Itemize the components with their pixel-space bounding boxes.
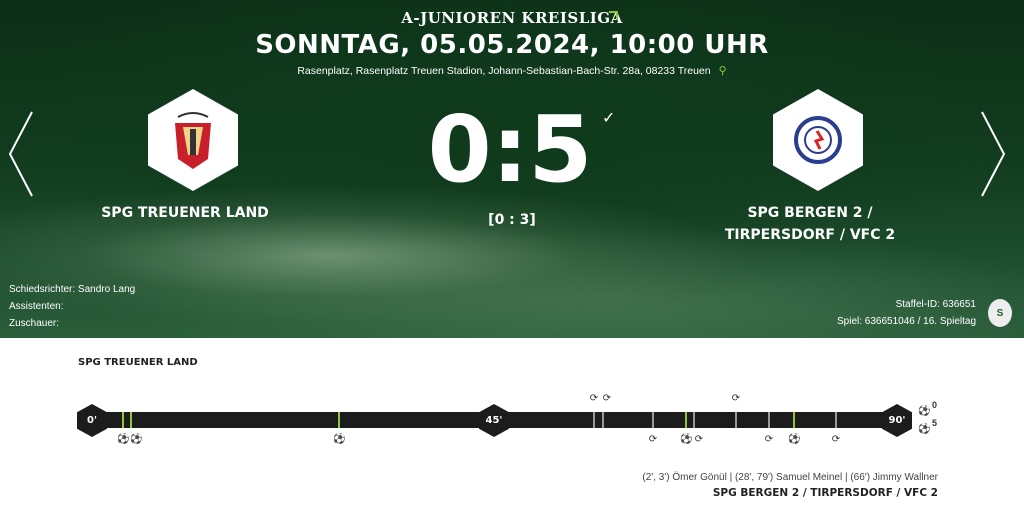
referee: Schiedsrichter: Sandro Lang [9, 284, 136, 295]
substitution-icon[interactable]: ⟳ [648, 434, 658, 445]
match-header: A-JUNIOREN KREISLIGA SONNTAG, 05.05.2024… [0, 0, 1024, 338]
away-team-logo[interactable] [773, 89, 863, 191]
substitution-icon[interactable]: ⟳ [589, 393, 599, 404]
timeline-home-team: SPG TREUENER LAND [78, 357, 198, 368]
goal-ball-icon[interactable]: ⚽ [788, 434, 801, 445]
goal-marker[interactable] [793, 412, 795, 428]
match-datetime: SONNTAG, 05.05.2024, 10:00 UHR [255, 30, 769, 60]
assistants: Assistenten: [9, 301, 64, 312]
corner-arrow-icon [609, 11, 618, 20]
marker-0: 0' [77, 404, 107, 437]
away-goals-count: 5 [932, 418, 938, 428]
substitution-icon[interactable]: ⟳ [764, 434, 774, 445]
substitution-marker[interactable] [835, 412, 837, 428]
goal-ball-icon[interactable]: ⚽ [333, 434, 346, 445]
home-team-logo[interactable] [148, 89, 238, 191]
halftime-score: [0 : 3] [488, 212, 536, 228]
goal-marker[interactable] [122, 412, 124, 428]
goal-ball-icon[interactable]: ⚽ [130, 434, 143, 445]
final-check-icon: ✓ [602, 110, 616, 127]
substitution-icon[interactable]: ⟳ [694, 434, 704, 445]
substitution-icon[interactable]: ⟳ [831, 434, 841, 445]
map-pin-icon[interactable]: ⚲ [718, 65, 727, 77]
substitution-marker[interactable] [693, 412, 695, 428]
home-team-name[interactable]: SPG TREUENER LAND [101, 205, 269, 221]
spiel-id: Spiel: 636651046 / 16. Spieltag [837, 316, 976, 327]
away-goals-ball-icon: ⚽ [918, 424, 931, 435]
substitution-marker[interactable] [735, 412, 737, 428]
goal-ball-icon[interactable]: ⚽ [117, 434, 130, 445]
venue[interactable]: Rasenplatz, Rasenplatz Treuen Stadion, J… [0, 64, 1024, 77]
timeline-away-team: SPG BERGEN 2 / TIRPERSDORF / VFC 2 [712, 487, 938, 499]
final-score: 0:5 [427, 96, 593, 203]
marker-45: 45' [479, 404, 509, 437]
substitution-icon[interactable]: ⟳ [602, 393, 612, 404]
away-team-name-line1: SPG BERGEN 2 / [747, 205, 873, 221]
previous-match-arrow-icon[interactable] [6, 110, 36, 198]
spectators: Zuschauer: [9, 318, 60, 329]
away-scorers: (2', 3') Ömer Gönül | (28', 79') Samuel … [642, 472, 938, 483]
officials: Schiedsrichter: Sandro Lang Assistenten:… [9, 281, 135, 332]
substitution-marker[interactable] [768, 412, 770, 428]
next-match-arrow-icon[interactable] [978, 110, 1008, 198]
association-logo: S [988, 299, 1012, 327]
home-goals-ball-icon: ⚽ [918, 406, 931, 417]
marker-90: 90' [882, 404, 912, 437]
match-meta: Staffel-ID: 636651 Spiel: 636651046 / 16… [837, 296, 976, 330]
substitution-marker[interactable] [652, 412, 654, 428]
goal-ball-icon[interactable]: ⚽ [680, 434, 693, 445]
staffel-id: Staffel-ID: 636651 [895, 299, 976, 310]
goal-marker[interactable] [685, 412, 687, 428]
substitution-marker[interactable] [602, 412, 604, 428]
venue-text: Rasenplatz, Rasenplatz Treuen Stadion, J… [297, 65, 711, 77]
league-name[interactable]: A-JUNIOREN KREISLIGA [401, 9, 623, 27]
away-team-name-line2: TIRPERSDORF / VFC 2 [724, 227, 896, 243]
away-team-name[interactable]: SPG BERGEN 2 / TIRPERSDORF / VFC 2 [700, 202, 920, 246]
goal-marker[interactable] [130, 412, 132, 428]
goal-marker[interactable] [338, 412, 340, 428]
home-goals-count: 0 [932, 400, 938, 410]
substitution-icon[interactable]: ⟳ [731, 393, 741, 404]
substitution-marker[interactable] [593, 412, 595, 428]
